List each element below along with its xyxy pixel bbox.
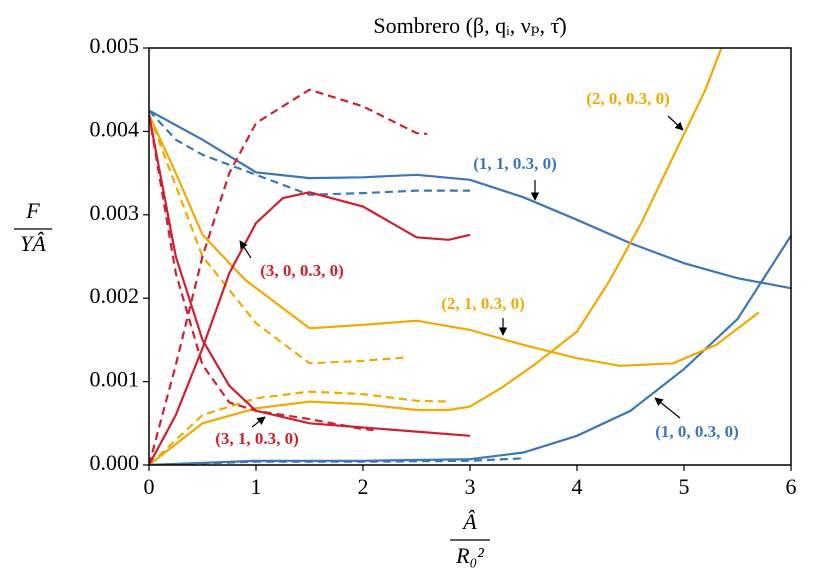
y-tick-label: 0.000 <box>90 450 140 475</box>
x-tick-label: 6 <box>786 474 797 499</box>
y-tick-label: 0.002 <box>90 283 140 308</box>
annotation: (1, 0, 0.3, 0) <box>655 422 739 441</box>
x-tick-label: 5 <box>679 474 690 499</box>
x-tick-label: 3 <box>465 474 476 499</box>
y-label-denominator: YÂ <box>20 231 46 256</box>
series-line <box>149 390 449 465</box>
annotation-arrow <box>239 240 252 259</box>
y-label-numerator: F <box>25 198 40 223</box>
series-line <box>149 109 470 196</box>
annotation-arrow <box>654 397 681 419</box>
y-tick-label: 0.005 <box>90 33 140 58</box>
series-line <box>149 109 791 290</box>
series-line <box>149 114 760 367</box>
y-tick-label: 0.004 <box>90 116 140 141</box>
series-line <box>149 457 524 465</box>
annotation: (2, 1, 0.3, 0) <box>441 294 525 313</box>
annotation: (3, 1, 0.3, 0) <box>215 429 299 448</box>
x-label-numerator: Â <box>461 509 477 534</box>
x-tick-label: 0 <box>144 474 155 499</box>
x-tick-label: 1 <box>251 474 262 499</box>
annotation: (2, 0, 0.3, 0) <box>586 89 670 108</box>
chart-title: Sombrero (β, qᵢ, νₚ, τ̂) <box>373 13 566 38</box>
y-tick-label: 0.001 <box>90 367 140 392</box>
annotation-arrow <box>667 115 684 131</box>
x-tick-label: 4 <box>572 474 583 499</box>
series-line <box>149 114 406 365</box>
series-line <box>149 114 374 432</box>
y-tick-label: 0.003 <box>90 200 140 225</box>
annotation: (1, 1, 0.3, 0) <box>473 154 557 173</box>
series-line <box>149 48 723 465</box>
annotation: (3, 0, 0.3, 0) <box>260 261 344 280</box>
x-tick-label: 2 <box>358 474 369 499</box>
series-line <box>149 191 471 465</box>
x-label-denominator: R₀² <box>455 543 484 568</box>
annotation-arrow <box>251 416 266 428</box>
